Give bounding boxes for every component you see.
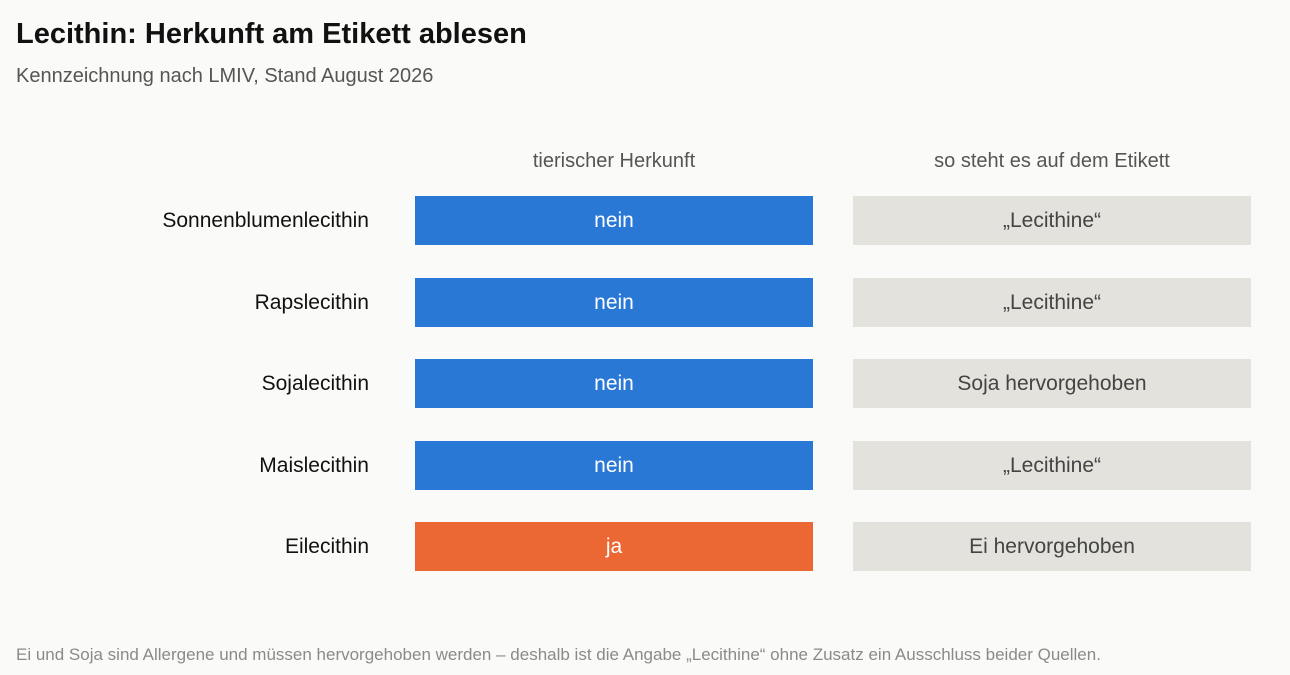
origin-cell: nein (415, 359, 813, 408)
table-row: Rapslecithin nein „Lecithine“ (0, 278, 1290, 327)
origin-cell: nein (415, 441, 813, 490)
chart-subtitle: Kennzeichnung nach LMIV, Stand August 20… (16, 65, 434, 87)
label-cell: „Lecithine“ (853, 441, 1251, 490)
row-label: Eilecithin (284, 535, 369, 558)
row-label: Sonnenblumenlecithin (162, 209, 369, 232)
table-row: Maislecithin nein „Lecithine“ (0, 441, 1290, 490)
table-row: Eilecithin ja Ei hervorgehoben (0, 522, 1290, 571)
label-cell: „Lecithine“ (853, 278, 1251, 327)
row-label: Maislecithin (259, 454, 369, 477)
chart-title: Lecithin: Herkunft am Etikett ablesen (16, 18, 527, 50)
table-row: Sojalecithin nein Soja hervorgehoben (0, 359, 1290, 408)
column-header-label: so steht es auf dem Etikett (934, 150, 1170, 172)
origin-cell: ja (415, 522, 813, 571)
label-cell: Soja hervorgehoben (853, 359, 1251, 408)
row-label: Sojalecithin (261, 372, 369, 395)
origin-cell: nein (415, 278, 813, 327)
column-header-origin: tierischer Herkunft (532, 150, 696, 172)
origin-cell: nein (415, 196, 813, 245)
label-cell: „Lecithine“ (853, 196, 1251, 245)
table-row: Sonnenblumenlecithin nein „Lecithine“ (0, 196, 1290, 245)
label-cell: Ei hervorgehoben (853, 522, 1251, 571)
footnote: Ei und Soja sind Allergene und müssen he… (16, 645, 1101, 664)
row-label: Rapslecithin (254, 291, 369, 314)
